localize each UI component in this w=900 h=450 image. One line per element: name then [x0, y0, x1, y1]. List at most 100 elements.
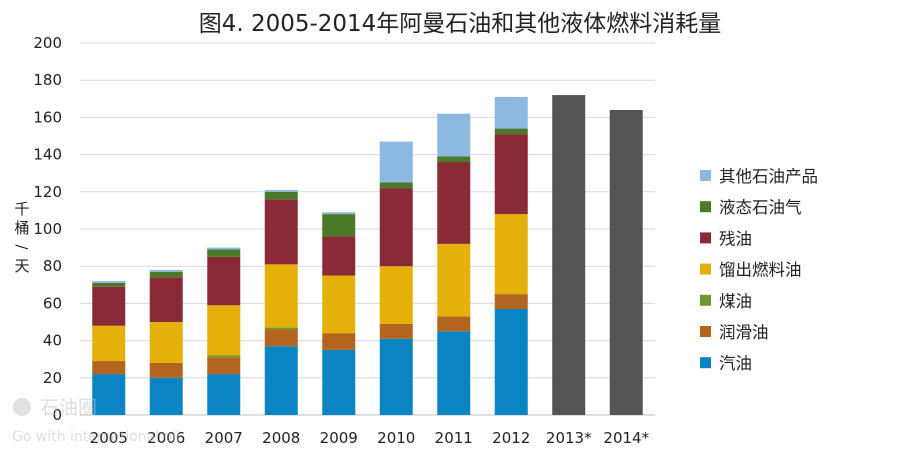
y-tick-label: 80 — [43, 257, 62, 275]
bar-segment — [207, 374, 241, 415]
x-tick-label: 2014* — [603, 429, 649, 447]
bar-segment — [207, 305, 241, 356]
bar-segment — [149, 271, 183, 278]
bar-segment — [379, 266, 413, 324]
bar-segment — [149, 269, 183, 272]
y-axis: 0 20 40 60 80 100 120 140 160 180 200 — [33, 34, 62, 424]
bar-segment — [92, 282, 126, 287]
legend-swatch — [700, 232, 711, 244]
bar-segment — [494, 294, 528, 309]
x-tick-label: 2008 — [262, 429, 300, 447]
y-tick-label: 20 — [43, 369, 62, 387]
bar-segment — [437, 113, 471, 157]
bar-segment — [322, 275, 356, 334]
bar-segment — [322, 214, 356, 237]
y-tick-label: 120 — [33, 183, 62, 201]
bar-segment — [322, 333, 356, 350]
watermark: 石油圈 Go with international oil — [12, 397, 180, 445]
bar-segment — [437, 316, 471, 332]
bar-segment — [379, 141, 413, 183]
bar-segment — [264, 346, 298, 415]
bar-segment — [207, 355, 241, 358]
bar-segment — [494, 214, 528, 295]
legend-swatch — [700, 294, 711, 306]
x-axis: 2005 2006 2007 2008 2009 2010 2011 2012 2013* 201… — [90, 429, 650, 447]
y-tick-label: 0 — [52, 406, 62, 424]
y-tick-label: 160 — [33, 108, 62, 126]
y-axis-label: 千桶 / 天 — [13, 200, 31, 275]
x-tick-label: 2010 — [377, 429, 415, 447]
y-axis-label-char: 桶 — [14, 219, 29, 237]
bar-segment — [92, 281, 126, 283]
y-axis-label-char: 天 — [14, 257, 29, 275]
legend-label: 润滑油 — [719, 323, 769, 342]
x-tick-label: 2007 — [205, 429, 243, 447]
x-tick-label: 2005 — [90, 429, 128, 447]
legend-swatch — [700, 201, 711, 213]
legend-swatch — [700, 263, 711, 275]
bar-segment — [379, 182, 413, 189]
y-tick-label: 200 — [33, 34, 62, 52]
y-axis-label-char: 千 — [14, 200, 29, 218]
bar-segment — [92, 325, 126, 362]
bar-segment — [437, 331, 471, 415]
bar-segment — [264, 189, 298, 192]
x-tick-label: 2012 — [492, 429, 530, 447]
bar-segment — [207, 247, 241, 250]
bar-segment — [92, 361, 126, 375]
legend-swatch — [700, 170, 711, 181]
legend-label: 液态石油气 — [719, 198, 802, 217]
bar-segment — [149, 277, 183, 322]
bar-segment — [207, 249, 241, 257]
bar-segment — [149, 377, 183, 415]
x-tick-label: 2011 — [435, 429, 473, 447]
bar-segment — [437, 243, 471, 317]
y-tick-label: 100 — [33, 220, 62, 238]
bar-segment — [149, 362, 183, 378]
watermark-tagline: Go with international oil — [12, 429, 180, 445]
bar-segment — [437, 162, 471, 244]
y-tick-label: 140 — [33, 146, 62, 164]
bar-segment — [379, 323, 413, 339]
chart-title: 图4. 2005-2014年阿曼石油和其他液体燃料消耗量 — [199, 11, 722, 37]
bar-segment — [264, 191, 298, 200]
bar-segment — [264, 329, 298, 347]
watermark-logo-text: 石油圈 — [40, 397, 97, 419]
bar-segment — [207, 357, 241, 375]
bar-segment — [264, 199, 298, 265]
bar-segment — [437, 156, 471, 163]
bar-segment — [379, 188, 413, 267]
y-tick-label: 40 — [43, 332, 62, 350]
bars — [92, 95, 643, 416]
x-tick-label: 2013* — [546, 429, 592, 447]
bar-segment — [92, 286, 126, 326]
legend-swatch — [700, 357, 711, 369]
bar-segment — [264, 264, 298, 328]
bar-segment — [207, 256, 241, 306]
bar-total — [609, 109, 643, 416]
bar-segment — [494, 308, 528, 415]
legend-label: 馏出燃料油 — [719, 261, 802, 280]
bar-segment — [92, 374, 126, 415]
x-tick-label: 2006 — [147, 429, 185, 447]
bar-segment — [322, 212, 356, 215]
bar-total — [552, 95, 586, 415]
y-axis-label-char: / — [13, 244, 31, 250]
bar-segment — [379, 338, 413, 415]
legend-swatch — [700, 326, 711, 337]
legend-label: 残油 — [719, 229, 752, 248]
bar-segment — [494, 96, 528, 129]
bar-segment — [494, 134, 528, 215]
legend-label: 汽油 — [719, 354, 752, 373]
watermark-logo-icon — [13, 398, 31, 416]
bar-segment — [149, 322, 183, 363]
bar-segment — [494, 128, 528, 135]
y-tick-label: 180 — [33, 71, 62, 89]
legend-label: 其他石油产品 — [719, 167, 818, 186]
bar-segment — [322, 349, 356, 415]
legend-label: 煤油 — [719, 292, 752, 311]
y-tick-label: 60 — [43, 294, 62, 312]
bar-segment — [322, 236, 356, 276]
